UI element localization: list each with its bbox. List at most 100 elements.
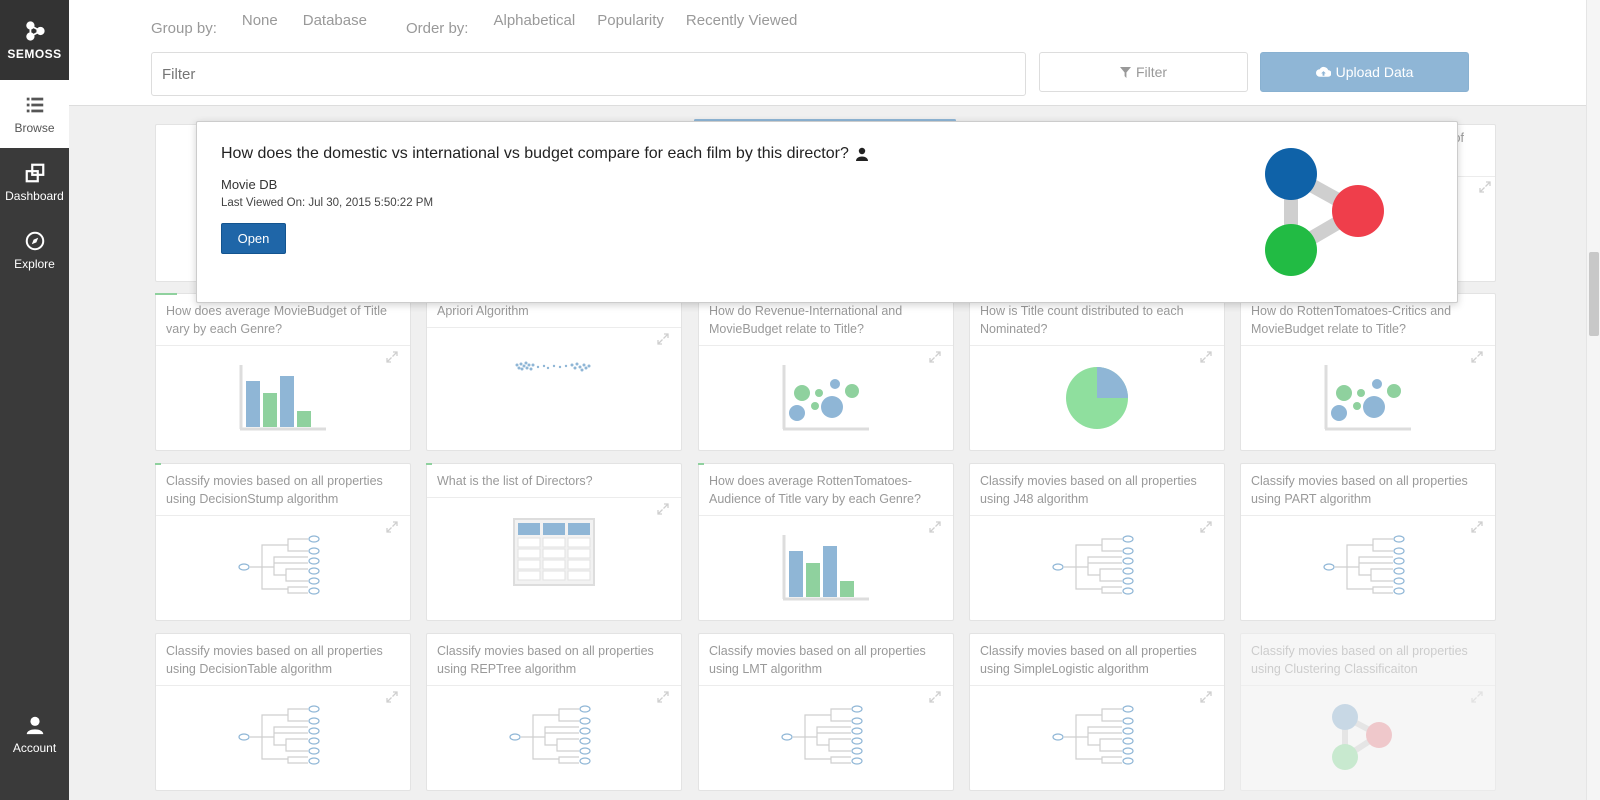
- order-option-alphabetical[interactable]: Alphabetical: [493, 12, 576, 29]
- filter-button[interactable]: Filter: [1039, 52, 1248, 92]
- card[interactable]: How do Revenue-International and MovieBu…: [698, 293, 954, 451]
- scrollbar[interactable]: [1586, 0, 1600, 800]
- upload-data-button[interactable]: Upload Data: [1260, 52, 1469, 92]
- group-option-database[interactable]: Database: [291, 13, 379, 55]
- brand-label: SEMOSS: [7, 46, 62, 61]
- filter-input[interactable]: [151, 52, 1026, 96]
- sidebar-item-dashboard[interactable]: Dashboard: [0, 148, 69, 216]
- card-title: How do Revenue-International and MovieBu…: [709, 304, 903, 336]
- card[interactable]: What is the list of Directors?: [426, 463, 682, 621]
- sidebar-item-account[interactable]: Account: [0, 700, 69, 768]
- decision-tree-icon: [509, 705, 599, 771]
- card-title: Classify movies based on all properties …: [980, 644, 1197, 676]
- card-accent: [155, 293, 177, 295]
- card-thumbnail: [970, 686, 1224, 790]
- order-option-popularity[interactable]: Popularity: [586, 13, 675, 55]
- expand-icon[interactable]: [1479, 181, 1491, 193]
- table-grid-icon: [513, 518, 595, 586]
- decision-tree-icon: [238, 705, 328, 771]
- card-title: Classify movies based on all properties …: [980, 474, 1197, 506]
- decision-tree-icon: [781, 705, 871, 771]
- brand-logo[interactable]: SEMOSS: [0, 0, 69, 80]
- open-button[interactable]: Open: [221, 223, 286, 254]
- pie-chart-icon: [1065, 366, 1129, 430]
- card[interactable]: How is Title count distributed to each N…: [969, 293, 1225, 451]
- compass-icon: [25, 231, 44, 250]
- card[interactable]: Classify movies based on all properties …: [155, 633, 411, 791]
- bubble-chart-icon: [781, 365, 871, 431]
- sidebar-item-browse[interactable]: Browse: [0, 80, 69, 148]
- card-thumbnail: [970, 346, 1224, 450]
- card-title: How is Title count distributed to each N…: [980, 304, 1184, 336]
- card-title: Classify movies based on all properties …: [709, 644, 926, 676]
- card[interactable]: Classify movies based on all properties …: [698, 633, 954, 791]
- semoss-logo-icon: [25, 20, 45, 41]
- filter-button-label: Filter: [1135, 64, 1168, 80]
- popover-database: Movie DB: [221, 177, 278, 192]
- popover-question-text: How does the domestic vs international v…: [221, 145, 849, 162]
- popover-anchor-tab: [694, 119, 956, 122]
- decision-tree-icon: [1052, 535, 1142, 601]
- user-icon: [26, 716, 43, 734]
- card-thumbnail: [427, 328, 681, 450]
- funnel-icon: [1119, 66, 1131, 78]
- card-title: What is the list of Directors?: [437, 474, 593, 488]
- card[interactable]: Classify movies based on all properties …: [1240, 633, 1496, 791]
- decision-tree-icon: [238, 535, 328, 601]
- sidebar-item-label: Explore: [14, 256, 55, 271]
- card-thumbnail: [699, 346, 953, 450]
- cloud-upload-icon: [1315, 66, 1331, 77]
- sidebar-item-explore[interactable]: Explore: [0, 216, 69, 284]
- network-graph-icon: [1265, 148, 1384, 276]
- order-by-label: Order by:: [405, 19, 469, 37]
- card-thumbnail: [699, 516, 953, 620]
- sidebar-item-label: Browse: [14, 120, 55, 135]
- card-thumbnail: [427, 686, 681, 790]
- group-by-label: Group by:: [151, 19, 217, 37]
- decision-tree-icon: [1323, 535, 1413, 601]
- windows-icon: [25, 163, 44, 182]
- scatter-dots-icon: [514, 359, 594, 375]
- list-icon: [26, 97, 43, 112]
- card-thumbnail: [156, 516, 410, 620]
- order-option-recently-viewed[interactable]: Recently Viewed: [685, 12, 798, 29]
- cluster-graph-icon: [1323, 703, 1413, 773]
- card[interactable]: How does average RottenTomatoes-Audience…: [698, 463, 954, 621]
- scrollbar-thumb[interactable]: [1589, 252, 1599, 336]
- card-title: Classify movies based on all properties …: [437, 644, 654, 676]
- card[interactable]: How does average MovieBudget of Title va…: [155, 293, 411, 451]
- insight-popover: How does the domestic vs international v…: [196, 121, 1458, 303]
- card-thumbnail: [970, 516, 1224, 620]
- card[interactable]: Classify movies based on all properties …: [426, 633, 682, 791]
- group-option-none[interactable]: None: [241, 12, 278, 29]
- card[interactable]: How do RottenTomatoes-Critics and MovieB…: [1240, 293, 1496, 451]
- card-title: How does average MovieBudget of Title va…: [166, 304, 387, 336]
- card-accent: [698, 463, 704, 465]
- card-accent: [426, 463, 432, 465]
- person-icon: [855, 147, 868, 161]
- card-thumbnail: [1241, 516, 1495, 620]
- card-title: Apriori Algorithm: [437, 304, 529, 318]
- card[interactable]: Classify movies based on all properties …: [969, 463, 1225, 621]
- card-thumbnail: [1241, 346, 1495, 450]
- card[interactable]: Apriori Algorithm: [426, 293, 682, 451]
- card-title: How does average RottenTomatoes-Audience…: [709, 474, 921, 506]
- sidebar-item-label: Dashboard: [5, 188, 64, 203]
- sidebar-item-label: Account: [12, 740, 57, 755]
- popover-last-viewed: Last Viewed On: Jul 30, 2015 5:50:22 PM: [221, 197, 434, 209]
- header: Group by: None Database Order by: Alphab…: [69, 0, 1586, 106]
- card[interactable]: Classify movies based on all properties …: [155, 463, 411, 621]
- card[interactable]: Classify movies based on all properties …: [969, 633, 1225, 791]
- card-thumbnail: [156, 346, 410, 450]
- bar-chart-icon: [238, 365, 328, 431]
- card-thumbnail: [1241, 686, 1495, 790]
- card-thumbnail: [699, 686, 953, 790]
- card-thumbnail: [156, 686, 410, 790]
- card[interactable]: Classify movies based on all properties …: [1240, 463, 1496, 621]
- card-thumbnail: [427, 498, 681, 620]
- card-title: How do RottenTomatoes-Critics and MovieB…: [1251, 304, 1452, 336]
- decision-tree-icon: [1052, 705, 1142, 771]
- card-title: Classify movies based on all properties …: [166, 474, 383, 506]
- sidebar: SEMOSS Browse Dashboard Explore: [0, 0, 69, 800]
- group-order-toolbar: Group by: None Database Order by: Alphab…: [151, 12, 808, 55]
